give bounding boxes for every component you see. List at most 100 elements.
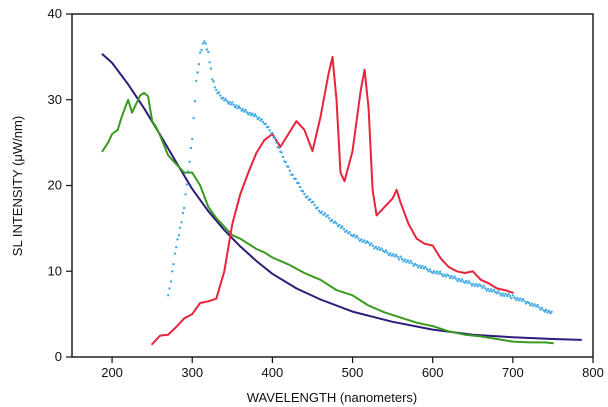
data-point	[281, 155, 285, 159]
data-point	[309, 198, 312, 201]
data-point	[498, 292, 501, 295]
data-point	[335, 222, 338, 225]
data-point	[481, 286, 484, 289]
data-point	[251, 112, 254, 115]
data-point	[497, 290, 500, 293]
data-point	[221, 96, 225, 100]
data-point	[232, 103, 235, 107]
data-point	[228, 100, 231, 104]
data-point	[370, 242, 373, 245]
data-point	[203, 40, 206, 43]
data-point	[196, 71, 199, 74]
data-point	[229, 103, 233, 106]
data-point	[454, 277, 458, 280]
data-point	[434, 272, 437, 275]
data-point	[472, 282, 475, 285]
data-point	[213, 86, 217, 89]
data-point	[284, 160, 287, 164]
data-point	[253, 113, 257, 116]
data-point	[513, 296, 516, 299]
data-point	[516, 296, 519, 300]
data-point	[479, 284, 482, 287]
data-point	[368, 243, 372, 247]
data-point	[504, 292, 507, 296]
x-tick-label: 800	[582, 365, 604, 380]
data-point	[199, 51, 202, 54]
data-point	[431, 271, 434, 275]
data-point	[488, 289, 491, 293]
data-point	[341, 225, 344, 228]
data-point	[432, 270, 436, 273]
data-point	[387, 253, 391, 257]
data-point	[211, 78, 214, 81]
data-point	[245, 111, 249, 114]
data-point	[438, 270, 442, 274]
series-layer	[101, 40, 582, 346]
data-point	[529, 304, 532, 307]
data-point	[215, 88, 218, 92]
data-point	[373, 247, 376, 250]
data-point	[179, 226, 182, 229]
data-point	[384, 249, 388, 252]
data-point	[345, 229, 348, 232]
x-tick-label: 300	[181, 365, 203, 380]
data-point	[485, 289, 488, 292]
data-point	[540, 306, 544, 310]
data-point	[349, 233, 353, 236]
data-point	[360, 238, 363, 241]
data-point	[291, 173, 294, 176]
data-point	[489, 288, 493, 291]
data-point	[377, 246, 380, 249]
data-point	[517, 299, 520, 302]
data-point	[352, 233, 356, 237]
data-point	[524, 302, 528, 305]
data-point	[453, 275, 456, 278]
data-point	[358, 239, 361, 242]
data-point	[235, 104, 238, 107]
data-point	[383, 250, 386, 254]
data-point	[510, 297, 513, 300]
data-point	[209, 67, 213, 70]
data-point	[406, 259, 410, 262]
data-point	[255, 115, 258, 118]
data-point	[421, 265, 424, 268]
data-point	[535, 305, 538, 308]
data-point	[172, 263, 175, 266]
data-point	[379, 248, 382, 252]
x-axis-label: WAVELENGTH (nanometers)	[247, 390, 418, 405]
data-point	[403, 258, 407, 261]
data-point	[507, 293, 510, 296]
data-point	[415, 264, 418, 267]
data-point	[320, 210, 324, 213]
data-point	[326, 214, 329, 217]
data-point	[297, 181, 300, 185]
data-point	[176, 238, 179, 241]
data-point	[530, 302, 533, 305]
y-tick-label: 0	[55, 349, 62, 364]
data-point	[204, 42, 207, 45]
data-point	[180, 221, 183, 224]
data-point	[518, 297, 522, 300]
data-point	[427, 270, 430, 273]
data-point	[425, 267, 429, 271]
data-point	[418, 264, 421, 267]
data-point	[443, 273, 446, 276]
data-point	[168, 287, 171, 290]
data-point	[363, 239, 366, 242]
data-point	[466, 281, 469, 285]
y-tick-label: 10	[48, 263, 62, 278]
data-point	[257, 116, 261, 120]
data-point	[298, 185, 302, 189]
data-point	[495, 292, 498, 295]
data-point	[405, 260, 408, 264]
data-point	[412, 264, 415, 267]
data-point	[188, 160, 191, 163]
data-point	[371, 244, 375, 248]
data-point	[393, 255, 396, 258]
data-point	[514, 298, 517, 301]
x-tick-label: 600	[422, 365, 444, 380]
x-tick-label: 700	[502, 365, 524, 380]
data-point	[275, 141, 278, 144]
x-tick-label: 400	[262, 365, 284, 380]
data-point	[390, 254, 394, 257]
